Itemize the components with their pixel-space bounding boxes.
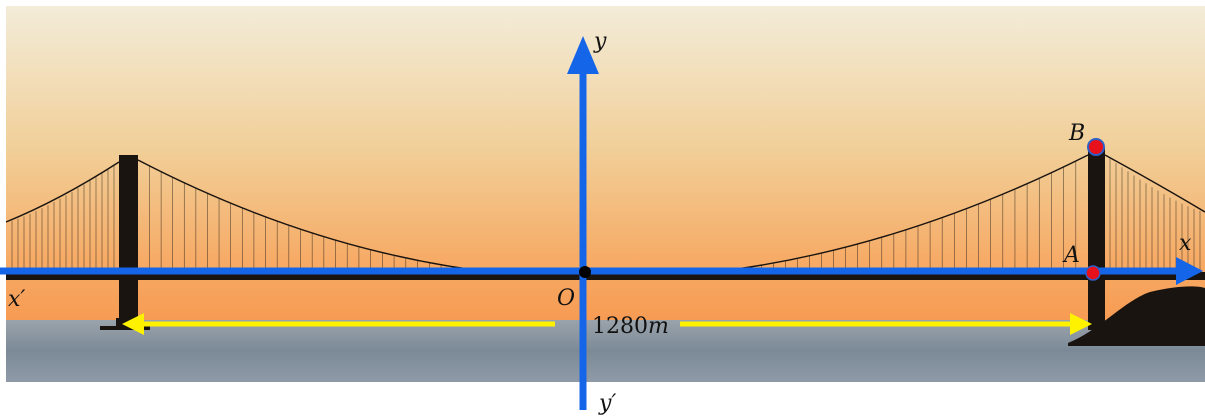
- right-tower: [1088, 148, 1105, 330]
- distance-label: 1280m: [592, 314, 669, 339]
- y-axis-arrow-head-icon: [567, 36, 599, 74]
- distance-value: 1280: [592, 314, 648, 339]
- y-neg-axis-label: y′: [598, 391, 616, 416]
- origin-point: [579, 266, 591, 278]
- x-axis-label: x: [1179, 231, 1192, 256]
- y-axis-label: y: [593, 29, 607, 54]
- bridge-deck: [6, 272, 1205, 280]
- x-neg-axis-label: x′: [8, 287, 25, 312]
- point-a: [1085, 265, 1101, 281]
- right-arrow-head-icon: [1070, 313, 1092, 335]
- left-tower: [119, 155, 138, 327]
- x-axis-arrow-head-icon: [1176, 257, 1203, 285]
- point-a-label: A: [1062, 243, 1080, 268]
- point-b-label: B: [1068, 121, 1085, 146]
- right-side-cable: [1104, 154, 1205, 213]
- white-bottom-strip: [0, 382, 1205, 416]
- left-side-cable: [5, 161, 120, 223]
- white-top-strip: [0, 0, 1205, 6]
- point-b: [1087, 138, 1105, 156]
- headland: [1068, 286, 1205, 346]
- water: [6, 320, 1205, 382]
- y-axis: [567, 36, 599, 410]
- origin-label: O: [557, 286, 575, 311]
- distance-indicator: [122, 313, 1092, 335]
- left-arrow-head-icon: [122, 313, 144, 335]
- distance-unit: m: [648, 314, 669, 339]
- main-cable: [137, 154, 1089, 280]
- white-left-strip: [0, 0, 6, 382]
